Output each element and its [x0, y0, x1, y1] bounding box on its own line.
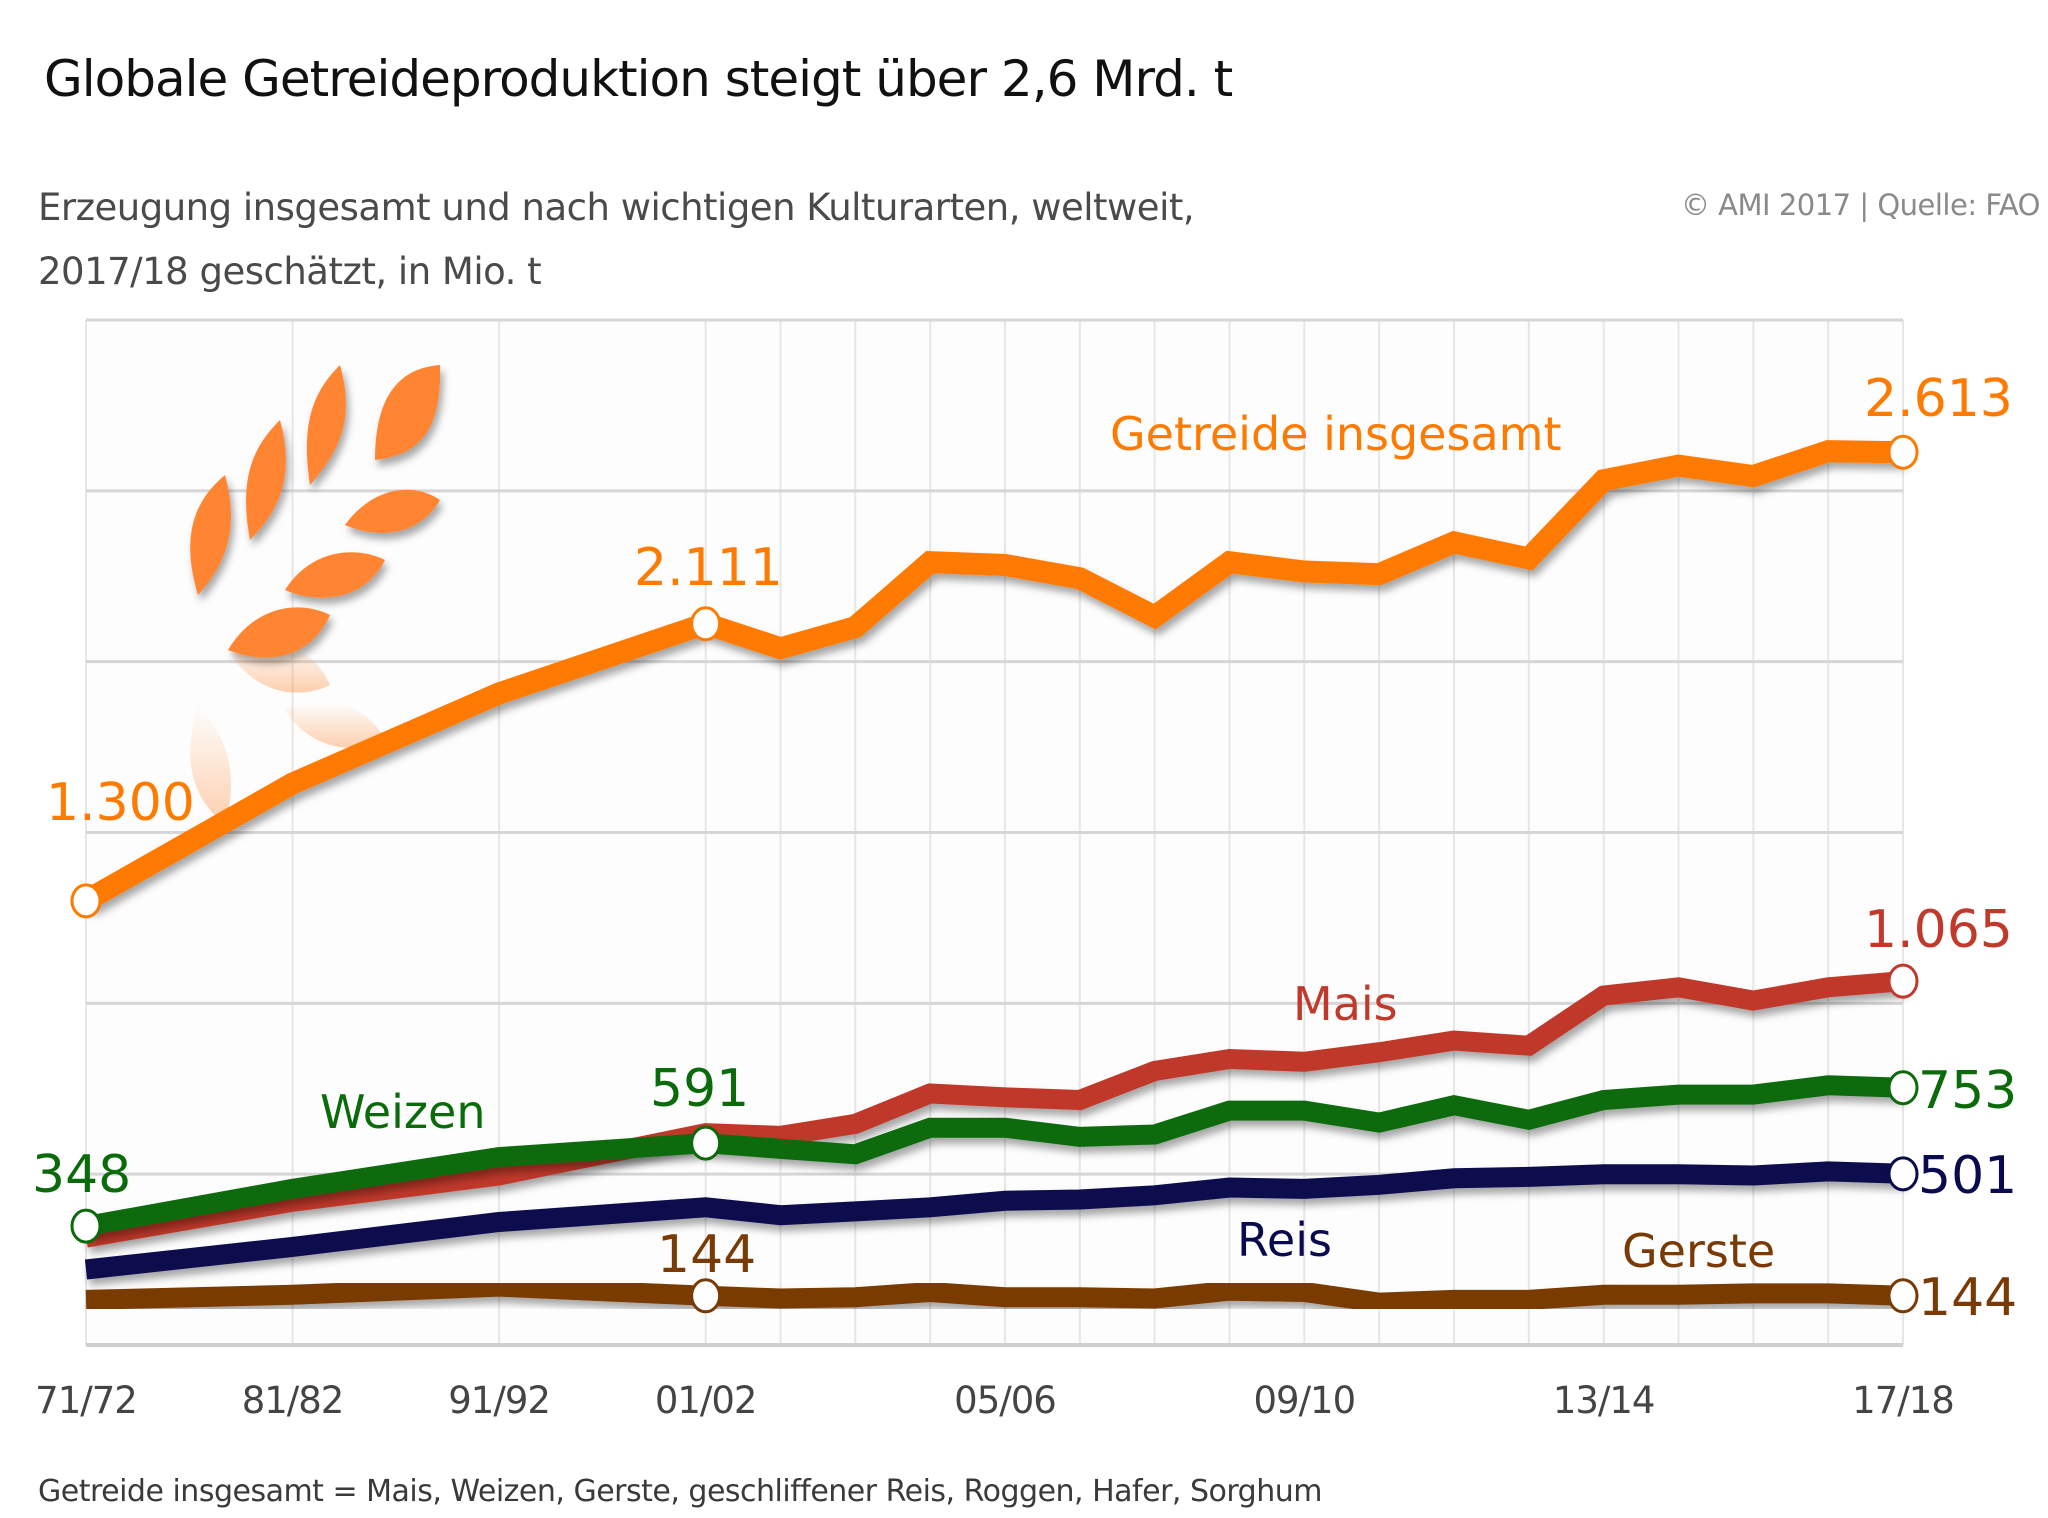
- data-point-marker: [1887, 1156, 1919, 1192]
- x-tick-label: 01/02: [655, 1379, 757, 1422]
- data-point-marker: [1887, 434, 1919, 470]
- data-point-marker: [70, 1208, 102, 1244]
- data-point-marker: [1887, 1278, 1919, 1314]
- value-label-getreide-0102: 2.111: [634, 538, 783, 598]
- value-label-getreide-7172: 1.300: [46, 773, 195, 833]
- series-label-reis: Reis: [1237, 1213, 1332, 1267]
- x-tick-label: 05/06: [954, 1379, 1056, 1422]
- x-tick-label: 71/72: [35, 1379, 137, 1422]
- value-label-gerste-1718: 144: [1918, 1268, 2017, 1328]
- series-label-getreide: Getreide insgesamt: [1110, 407, 1562, 461]
- value-label-mais-1718: 1.065: [1864, 900, 2013, 960]
- value-label-reis-1718: 501: [1918, 1146, 2017, 1206]
- value-label-weizen-1718: 753: [1918, 1061, 2017, 1121]
- series-reis: [84, 1161, 1904, 1280]
- subtitle-line-2: 2017/18 geschätzt, in Mio. t: [38, 250, 542, 293]
- series-line: [85, 1276, 1904, 1313]
- x-tick-label: 91/92: [448, 1379, 550, 1422]
- data-point-marker: [690, 606, 722, 642]
- wheat-reflection: [190, 642, 385, 825]
- wheat-ear-icon: [190, 365, 441, 825]
- value-label-getreide-1718: 2.613: [1864, 369, 2013, 429]
- subtitle-line-1: Erzeugung insgesamt und nach wichtigen K…: [38, 186, 1195, 229]
- series-label-weizen: Weizen: [320, 1085, 485, 1139]
- footnote: Getreide insgesamt = Mais, Weizen, Gerst…: [38, 1474, 1322, 1509]
- value-label-weizen-0102: 591: [650, 1059, 749, 1119]
- series-label-mais: Mais: [1293, 977, 1398, 1031]
- chart-subtitle: Erzeugung insgesamt und nach wichtigen K…: [38, 176, 1438, 304]
- data-point-marker: [70, 883, 102, 919]
- value-label-gerste-0102: 144: [657, 1225, 756, 1285]
- data-point-marker: [690, 1278, 722, 1314]
- value-label-weizen-7172: 348: [32, 1145, 131, 1205]
- data-point-marker: [690, 1125, 722, 1161]
- x-tick-label: 81/82: [242, 1379, 344, 1422]
- x-tick-label: 09/10: [1253, 1379, 1355, 1422]
- x-tick-label: 13/14: [1553, 1379, 1655, 1422]
- source-credit: © AMI 2017 | Quelle: FAO: [1680, 188, 2041, 222]
- data-point-marker: [1887, 963, 1919, 999]
- series-line: [84, 1161, 1904, 1280]
- x-tick-label: 17/18: [1852, 1379, 1954, 1422]
- series-gerste: [85, 1276, 1904, 1313]
- data-point-marker: [1887, 1070, 1919, 1106]
- chart-title: Globale Getreideproduktion steigt über 2…: [44, 50, 1233, 108]
- series-label-gerste: Gerste: [1622, 1224, 1775, 1278]
